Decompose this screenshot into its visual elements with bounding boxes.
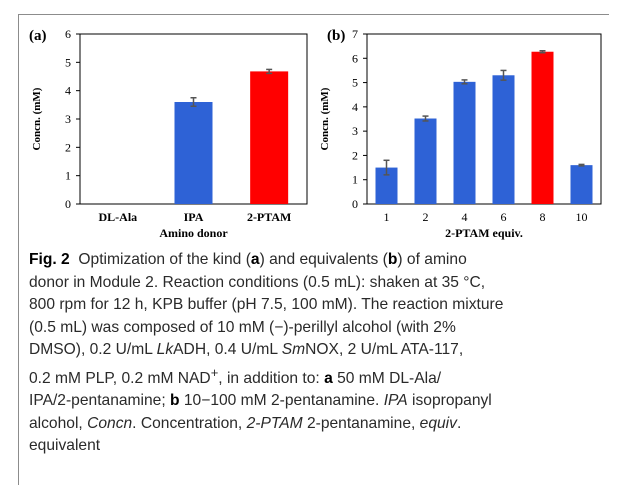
caption-segment: donor in Module 2. Reaction conditions (… xyxy=(29,273,486,291)
caption-segment: 800 rpm for 12 h, KPB buffer (pH 7.5, 10… xyxy=(29,296,504,313)
caption-text: Optimization of the kind (a) and equival… xyxy=(29,251,503,454)
panel-label: (b) xyxy=(327,28,345,44)
y-axis-label: Concn. (mM) xyxy=(31,87,43,150)
figure-number: Fig. 2 xyxy=(29,251,70,268)
x-tick-label: 10 xyxy=(576,210,588,224)
y-tick-label: 6 xyxy=(352,51,358,65)
caption-segment: Lk xyxy=(156,341,174,358)
x-tick-label: IPA xyxy=(184,210,204,224)
figure-charts: (a) 0 1 2 3 4 5 6 Concn. (mM) DL-Ala IPA 2-PTAM Amin… xyxy=(29,27,602,240)
y-tick-label: 0 xyxy=(65,197,71,211)
caption-segment: 2-PTAM xyxy=(246,414,303,432)
y-tick-label: 0 xyxy=(352,197,358,211)
caption-segment: 50 mM DL-Ala/ xyxy=(332,369,442,387)
bar-IPA xyxy=(174,102,213,204)
x-tick-label: 8 xyxy=(540,210,546,224)
x-tick-label: 2-PTAM xyxy=(247,210,291,224)
bar-2-PTAM xyxy=(250,71,289,205)
chart-b: (b) 0 1 2 3 4 5 6 7 Concn. (mM) 1 2 4 6 8 10 2-PTAM equi… xyxy=(319,27,602,240)
bar-6 xyxy=(492,75,515,205)
y-axis-label: Concn. (mM) xyxy=(319,87,331,150)
bar-8 xyxy=(531,51,554,204)
y-tick-label: 1 xyxy=(352,173,358,187)
caption-segment: equiv xyxy=(419,414,457,432)
x-tick-label: 2 xyxy=(423,210,429,224)
panel-label: (a) xyxy=(29,28,47,44)
x-tick-label: 4 xyxy=(462,210,468,224)
caption-segment: ) of amino xyxy=(397,251,467,268)
caption-segment: a xyxy=(250,251,260,268)
caption-segment: 2-pentanamine, xyxy=(302,414,420,432)
y-tick-label: 1 xyxy=(65,169,71,183)
caption-segment: IPA/2-pentanamine; xyxy=(29,392,171,410)
caption-segment: a xyxy=(324,369,333,387)
bar-1 xyxy=(375,167,398,204)
x-axis-label: Amino donor xyxy=(159,226,228,240)
figure-frame xyxy=(18,14,609,485)
caption-segment: b xyxy=(387,251,398,268)
caption-segment: Concn xyxy=(87,414,133,432)
caption-segment: 0.2 mM PLP, 0.2 mM NAD xyxy=(29,369,211,387)
caption-segment: (0.5 mL) was composed of 10 mM (−)-peril… xyxy=(29,318,456,336)
x-tick-label: 1 xyxy=(384,210,390,224)
y-tick-label: 4 xyxy=(352,100,358,114)
caption-segment: . Concentration, xyxy=(132,414,247,432)
y-tick-label: 5 xyxy=(65,55,71,69)
x-axis-label: 2-PTAM equiv. xyxy=(445,226,523,240)
caption-segment: ADH, 0.4 U/mL xyxy=(173,341,282,358)
bar-4 xyxy=(453,81,476,204)
caption-segment: alcohol, xyxy=(29,414,88,432)
chart-a: (a) 0 1 2 3 4 5 6 Concn. (mM) DL-Ala IPA 2-PTAM Amin… xyxy=(29,27,308,240)
y-tick-label: 6 xyxy=(65,27,71,41)
caption-segment: equivalent xyxy=(29,437,101,455)
x-tick-label: DL-Ala xyxy=(98,210,137,224)
plot-area-frame xyxy=(366,33,602,205)
caption-segment: ) and equivalents ( xyxy=(259,251,388,268)
y-tick-label: 4 xyxy=(65,84,71,98)
caption-segment: . xyxy=(456,414,462,432)
caption-segment: DMSO), 0.2 U/mL xyxy=(29,341,157,358)
caption-segment: Sm xyxy=(281,341,306,358)
caption-segment: b xyxy=(170,392,180,410)
caption-segment: 10−100 mM 2-pentanamine. xyxy=(179,392,384,410)
caption-segment: + xyxy=(210,364,219,380)
y-tick-label: 2 xyxy=(352,148,358,162)
figure-caption: Fig. 2 Optimization of the kind (a) and … xyxy=(29,249,604,458)
y-tick-label: 5 xyxy=(352,76,358,90)
y-tick-label: 7 xyxy=(352,27,358,41)
caption-segment: IPA xyxy=(383,392,408,410)
x-tick-label: 6 xyxy=(501,210,507,224)
caption-segment: , in addition to: xyxy=(218,369,325,387)
caption-segment: NOX, 2 U/mL ATA-117, xyxy=(305,341,464,358)
bar-2 xyxy=(414,118,437,204)
y-tick-label: 3 xyxy=(65,112,71,126)
caption-segment: isopropanyl xyxy=(407,392,492,410)
y-tick-label: 2 xyxy=(65,140,71,154)
bar-10 xyxy=(570,165,593,204)
y-tick-label: 3 xyxy=(352,124,358,138)
caption-segment: Optimization of the kind ( xyxy=(78,251,251,268)
